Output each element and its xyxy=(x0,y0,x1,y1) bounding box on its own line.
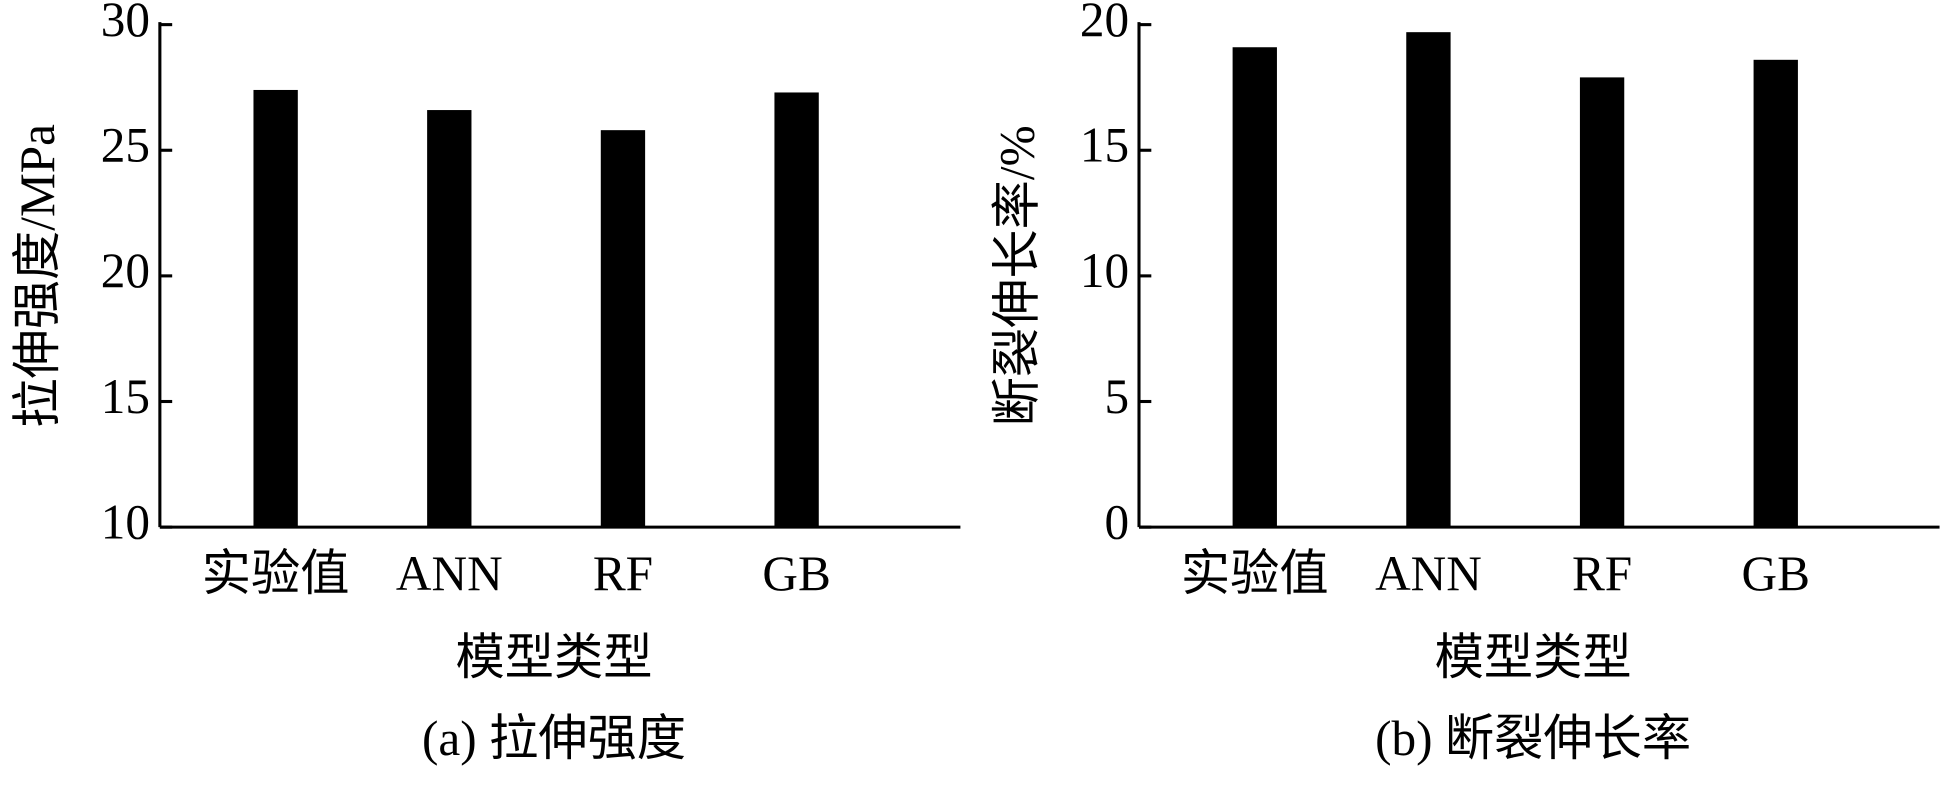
bar xyxy=(1232,47,1277,528)
bar xyxy=(427,110,472,528)
x-tick-label: ANN xyxy=(1375,546,1482,601)
chart-panel: 0 5 10 15 20 实验值 ANN RF GB 断裂伸长率/% 模型类型 (b) 断裂伸长率 xyxy=(989,0,1940,766)
x-tick-label: GB xyxy=(762,546,830,601)
bar xyxy=(1753,59,1798,528)
y-tick-label: 20 xyxy=(101,243,150,298)
y-axis-label: 拉伸强度/MPa xyxy=(10,124,65,428)
bar xyxy=(600,130,646,528)
chart-panel: 10 15 20 25 30 实验值 ANN RF GB 拉伸强度/MPa 模型类型 (a) 拉伸强度 xyxy=(10,0,961,766)
x-tick-label: GB xyxy=(1742,546,1810,601)
x-tick-label: RF xyxy=(1572,546,1632,601)
x-axis-label: 模型类型 xyxy=(455,630,652,685)
x-tick-label: ANN xyxy=(396,546,503,601)
bar xyxy=(1579,77,1625,528)
x-tick-label: RF xyxy=(593,546,653,601)
y-tick-label: 15 xyxy=(101,369,150,424)
bar xyxy=(774,92,819,528)
bar xyxy=(1406,32,1451,528)
y-tick-label: 15 xyxy=(1080,118,1129,173)
y-tick-label: 10 xyxy=(101,494,150,549)
x-axis-label: 模型类型 xyxy=(1435,630,1632,685)
y-tick-label: 5 xyxy=(1105,369,1130,424)
y-tick-label: 10 xyxy=(1080,243,1129,298)
y-axis-label: 断裂伸长率/% xyxy=(989,125,1044,426)
x-tick-label: 实验值 xyxy=(1181,546,1329,601)
x-tick-label: 实验值 xyxy=(202,546,350,601)
y-tick-label: 30 xyxy=(101,0,150,47)
y-tick-label: 25 xyxy=(101,118,150,173)
caption: (a) 拉伸强度 xyxy=(422,711,686,766)
caption: (b) 断裂伸长率 xyxy=(1375,711,1691,766)
y-tick-label: 0 xyxy=(1105,494,1130,549)
bar xyxy=(253,89,298,528)
y-tick-label: 20 xyxy=(1080,0,1129,47)
